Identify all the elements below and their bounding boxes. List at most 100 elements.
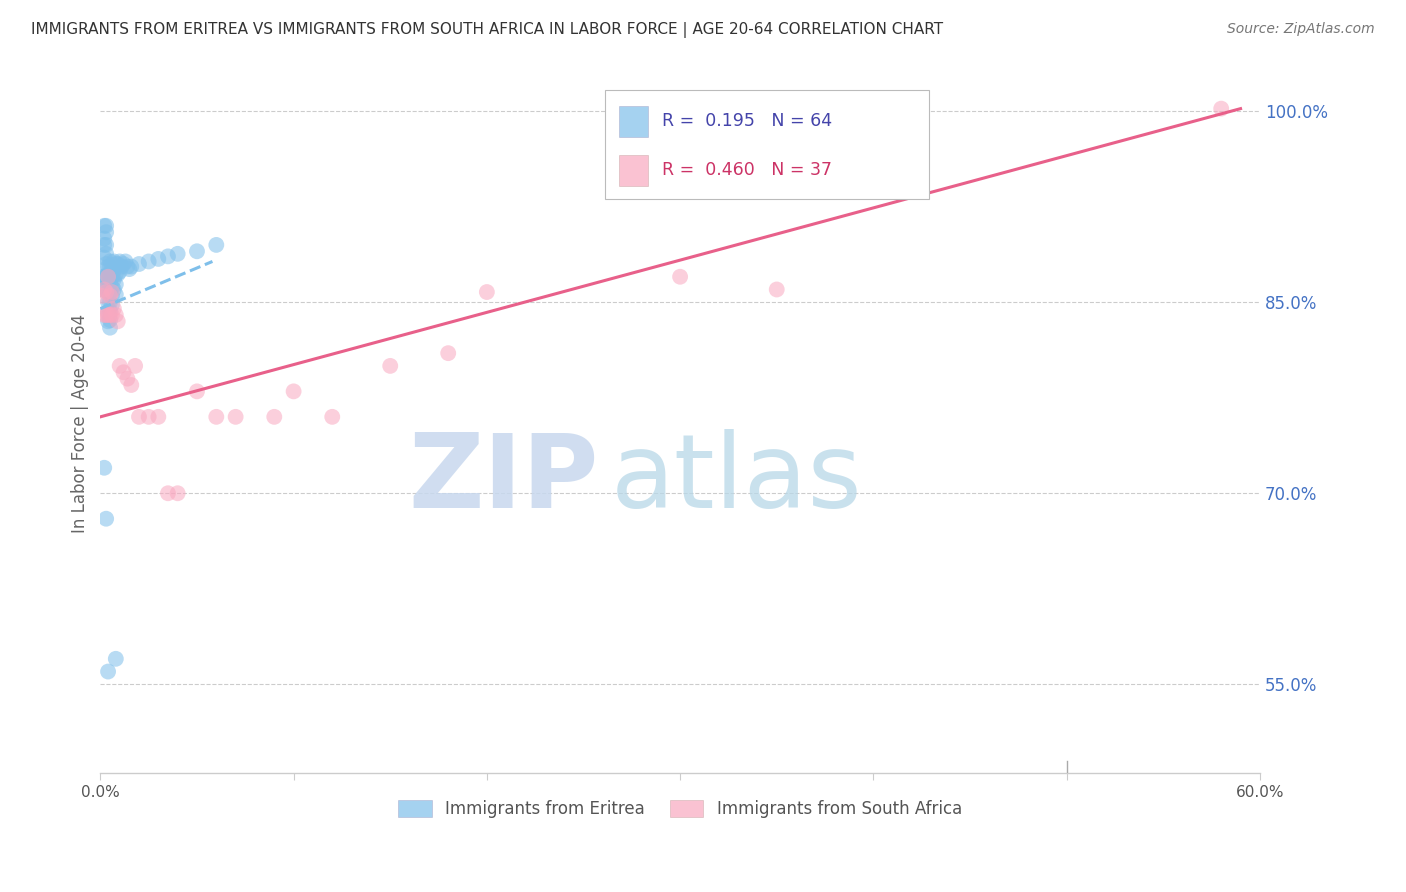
Point [93, 283, 115, 297]
Point [166, 486, 188, 500]
Point [103, 283, 125, 297]
Text: ZIP: ZIP [409, 429, 599, 530]
Point [117, 371, 139, 385]
Point [97, 305, 120, 319]
Point [156, 486, 179, 500]
Point [156, 249, 179, 263]
Text: R =  0.195   N = 64: R = 0.195 N = 64 [662, 112, 832, 130]
Point [98, 308, 121, 322]
Point [862, 120, 884, 134]
Point [94, 247, 117, 261]
Point [104, 257, 127, 271]
Point [101, 308, 124, 322]
Point [91, 289, 114, 303]
Point [138, 254, 160, 268]
Point [118, 262, 141, 277]
Point [97, 665, 120, 679]
Point [98, 276, 121, 290]
Point [321, 409, 343, 424]
Point [166, 247, 188, 261]
Point [104, 267, 127, 281]
Point [104, 308, 127, 322]
Point [101, 262, 124, 277]
Point [93, 219, 115, 233]
Point [94, 257, 117, 271]
Point [186, 384, 208, 399]
Point [94, 308, 117, 322]
Text: R =  0.460   N = 37: R = 0.460 N = 37 [662, 161, 831, 179]
Point [108, 359, 131, 373]
Point [97, 314, 120, 328]
Point [669, 269, 692, 284]
Point [98, 313, 121, 327]
Point [103, 254, 125, 268]
Point [94, 285, 117, 299]
Point [107, 257, 129, 271]
Point [94, 219, 117, 233]
Point [108, 254, 131, 268]
Point [101, 298, 124, 312]
Point [225, 409, 247, 424]
Point [98, 304, 121, 318]
Point [101, 289, 124, 303]
Bar [619, 105, 648, 137]
Point [380, 359, 402, 373]
Point [97, 285, 120, 299]
Text: Source: ZipAtlas.com: Source: ZipAtlas.com [1227, 22, 1375, 37]
Point [97, 308, 120, 322]
Point [94, 512, 117, 526]
Point [101, 285, 124, 299]
Point [104, 277, 127, 292]
Bar [619, 154, 648, 186]
Point [97, 295, 120, 310]
Point [98, 254, 121, 268]
Point [283, 384, 305, 399]
Point [97, 267, 120, 281]
Point [97, 276, 120, 290]
Legend: Immigrants from Eritrea, Immigrants from South Africa: Immigrants from Eritrea, Immigrants from… [392, 793, 969, 824]
Point [205, 238, 228, 252]
Point [765, 283, 787, 297]
Point [94, 283, 117, 297]
Point [120, 378, 142, 392]
Point [475, 285, 498, 299]
Point [94, 225, 117, 239]
Point [98, 320, 121, 334]
Point [94, 269, 117, 284]
Point [103, 263, 125, 277]
Point [107, 267, 129, 281]
Point [98, 267, 121, 281]
Point [93, 308, 115, 322]
Point [186, 244, 208, 259]
Point [104, 652, 127, 666]
Point [263, 409, 285, 424]
Point [437, 346, 460, 360]
Point [98, 295, 121, 310]
Point [93, 460, 115, 475]
Point [101, 269, 124, 284]
Point [94, 238, 117, 252]
Point [107, 314, 129, 328]
Point [93, 231, 115, 245]
Point [93, 269, 115, 284]
Point [97, 260, 120, 274]
Point [138, 409, 160, 424]
Point [112, 257, 135, 271]
Point [104, 287, 127, 301]
FancyBboxPatch shape [605, 90, 929, 199]
Text: atlas: atlas [610, 429, 862, 530]
Point [91, 269, 114, 284]
Point [114, 254, 136, 268]
Point [205, 409, 228, 424]
Point [112, 365, 135, 379]
Point [117, 260, 139, 274]
Point [110, 260, 132, 274]
Point [98, 285, 121, 299]
Point [93, 238, 115, 252]
Point [148, 252, 170, 266]
Text: IMMIGRANTS FROM ERITREA VS IMMIGRANTS FROM SOUTH AFRICA IN LABOR FORCE | AGE 20-: IMMIGRANTS FROM ERITREA VS IMMIGRANTS FR… [31, 22, 943, 38]
Y-axis label: In Labor Force | Age 20-64: In Labor Force | Age 20-64 [72, 314, 89, 533]
Point [103, 272, 125, 286]
Point [124, 359, 146, 373]
Point [103, 301, 125, 316]
